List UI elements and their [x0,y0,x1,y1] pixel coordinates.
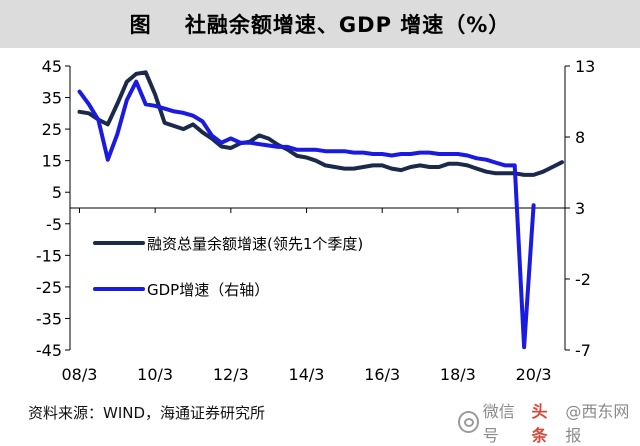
watermark-prefix: 微信号 [482,402,515,445]
x-tick-label: 14/3 [289,365,325,384]
right-tick-label: -7 [575,341,591,360]
right-tick-label: 13 [575,57,595,76]
right-tick-label: 3 [575,199,585,218]
x-tick-label: 16/3 [364,365,400,384]
left-tick-label: -15 [36,246,62,265]
watermark-brand: 头条 [531,402,548,445]
left-tick-label: 45 [42,57,62,76]
right-tick-label: -2 [575,270,591,289]
x-tick-label: 20/3 [516,365,552,384]
wechat-icon [458,411,479,433]
legend-label: 融资总量余额增速(领先1个季度) [147,235,363,253]
watermark-suffix: @西东网报 [565,402,630,445]
left-tick-label: -25 [36,278,62,297]
watermark: 微信号 头条 @西东网报 [458,398,640,446]
legend-label: GDP增速（右轴） [147,281,269,299]
left-tick-label: 15 [42,152,62,171]
left-tick-label: 35 [42,89,62,108]
x-tick-label: 10/3 [137,365,173,384]
series-line-gdp [77,79,536,350]
left-tick-label: -35 [36,309,62,328]
left-tick-label: 5 [52,183,62,202]
title-bar: 图 社融余额增速、GDP 增速（%） [0,0,640,48]
right-tick-label: 8 [575,128,585,147]
chart-title: 图 社融余额增速、GDP 增速（%） [129,13,511,37]
x-tick-label: 08/3 [61,365,97,384]
x-tick-label: 12/3 [213,365,249,384]
line-chart: 45 35 25 15 5 -5 -15 -25 -35 -45 13 8 3 -2 -7 08/3 10/3 1… [36,57,596,384]
left-tick-label: 25 [42,120,62,139]
source-note: 资料来源：WIND，海通证券研究所 [28,404,266,422]
x-tick-label: 18/3 [440,365,476,384]
left-tick-label: -5 [46,215,62,234]
left-tick-label: -45 [36,341,62,360]
